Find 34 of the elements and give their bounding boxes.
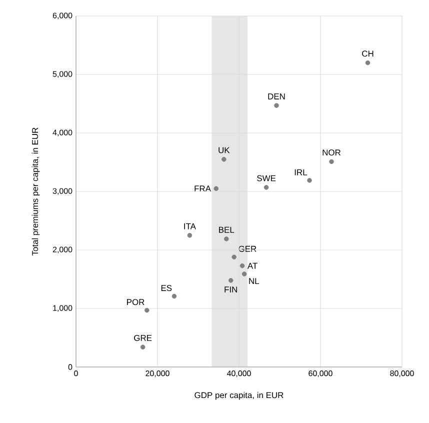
point [144, 308, 150, 313]
annotation: NL [249, 278, 260, 284]
y-axis-title: Total premiums per capita, in EUR [32, 128, 40, 256]
annotation: ITA [184, 223, 196, 230]
x-axis-title: GDP per capita, in EUR [194, 392, 284, 400]
point [214, 186, 219, 191]
annotation: SWE [257, 175, 276, 182]
annotation: BEL [219, 226, 234, 233]
point [365, 60, 370, 66]
annotation: UK [218, 147, 230, 154]
point [329, 159, 334, 164]
point [240, 263, 245, 268]
point [307, 178, 312, 183]
point [228, 278, 234, 283]
annotation: ES [161, 285, 172, 292]
point [232, 254, 237, 260]
annotation: DEN [268, 94, 285, 100]
annotation: FIN [224, 286, 237, 292]
annotation: GRE [134, 334, 152, 341]
point [222, 156, 226, 162]
point [264, 185, 269, 190]
annotation: IRL [294, 169, 308, 176]
annotation: NOR [322, 150, 341, 156]
annotation: FRA [194, 186, 211, 192]
point [172, 294, 177, 299]
annotation: AT [247, 262, 258, 269]
point [274, 103, 279, 108]
annotation: POR [127, 299, 144, 306]
annotation: CH [362, 50, 374, 57]
point [224, 236, 229, 242]
annotation: GER [238, 246, 256, 252]
point [187, 232, 192, 238]
point [140, 344, 146, 350]
point [242, 272, 247, 276]
